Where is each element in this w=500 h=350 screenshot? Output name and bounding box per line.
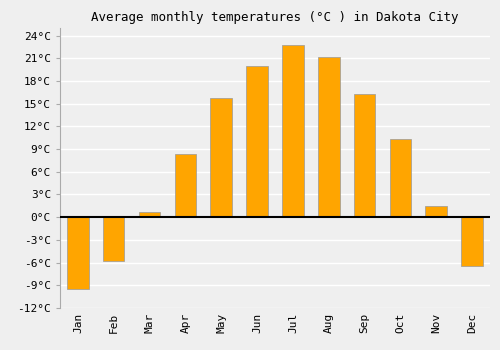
Bar bbox=[426, 206, 447, 217]
Bar bbox=[210, 98, 232, 217]
Bar bbox=[67, 217, 88, 289]
Bar bbox=[390, 139, 411, 217]
Bar bbox=[318, 57, 340, 217]
Bar bbox=[139, 212, 160, 217]
Bar bbox=[282, 46, 304, 217]
Bar bbox=[246, 66, 268, 217]
Title: Average monthly temperatures (°C ) in Dakota City: Average monthly temperatures (°C ) in Da… bbox=[91, 11, 459, 24]
Bar bbox=[174, 154, 196, 217]
Bar bbox=[354, 94, 376, 217]
Bar bbox=[103, 217, 124, 261]
Bar bbox=[462, 217, 483, 266]
